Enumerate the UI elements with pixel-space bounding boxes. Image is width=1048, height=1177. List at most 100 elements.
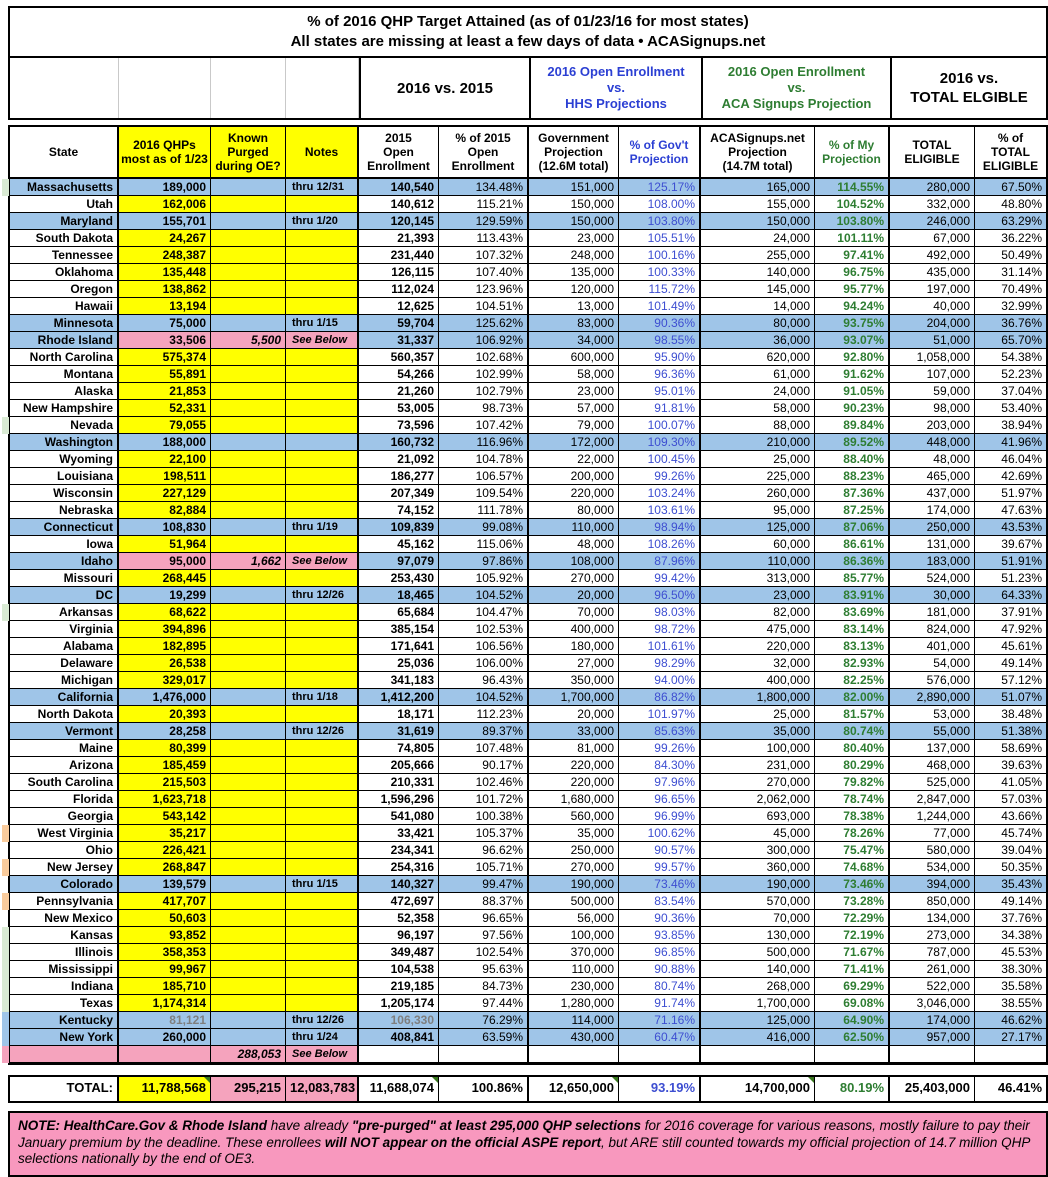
table-row: Florida 1,623,718 1,596,296 101.72% 1,680,00… — [10, 791, 1046, 808]
state-cell: West Virginia — [10, 825, 119, 841]
table-row: Virginia 394,896 385,154 102.53% 400,000 98.7… — [10, 621, 1046, 638]
pct-total-eligible-cell: 46.04% — [1001, 452, 1042, 466]
pct-my-projection-cell: 87.06% — [815, 519, 890, 535]
row-edge-marker — [2, 961, 9, 978]
gov-projection-cell: 230,000 — [529, 978, 619, 994]
known-purged-cell — [211, 536, 286, 552]
total-eligible-cell: 525,000 — [890, 774, 975, 790]
pct-my-projection-cell: 73.28% — [815, 893, 890, 909]
table-row: New Jersey 268,847 254,316 105.71% 270,000 99… — [10, 859, 1046, 876]
aca-projection-cell: 313,000 — [701, 570, 815, 586]
qhp-2016-cell: 51,964 — [119, 536, 211, 552]
total-eligible-cell: 246,000 — [890, 213, 975, 229]
qhp-2016-cell: 260,000 — [119, 1029, 211, 1045]
pct-of-2015-cell: 90.17% — [439, 757, 529, 773]
pct-total-eligible-cell: 57.03% — [1001, 792, 1042, 806]
total-eligible-cell: 77,000 — [890, 825, 975, 841]
known-purged-cell — [211, 774, 286, 790]
oe-2015-cell: 1,412,200 — [359, 689, 439, 705]
notes-cell — [286, 995, 359, 1011]
notes-cell — [286, 893, 359, 909]
state-cell: South Dakota — [10, 230, 119, 246]
pct-gov-projection-cell: 98.72% — [619, 621, 701, 637]
notes-cell — [286, 944, 359, 960]
pct-gov-projection-cell: 95.90% — [619, 349, 701, 365]
pct-of-2015-cell: 96.65% — [439, 910, 529, 926]
table-row: Hawaii 13,194 12,625 104.51% 13,000 101.49% 14… — [10, 298, 1046, 315]
notes-cell — [286, 808, 359, 824]
state-cell: Wyoming — [10, 451, 119, 467]
known-purged-cell — [211, 1012, 286, 1028]
known-purged-cell — [211, 604, 286, 620]
pct-gov-projection-cell: 96.99% — [619, 808, 701, 824]
pct-gov-projection-cell: 103.24% — [619, 485, 701, 501]
pct-of-2015-cell: 96.62% — [439, 842, 529, 858]
aca-projection-cell: 260,000 — [701, 485, 815, 501]
pct-total-eligible-cell: 38.30% — [1001, 962, 1042, 976]
pct-of-2015-cell: 106.57% — [439, 468, 529, 484]
notes-cell — [286, 859, 359, 875]
table-row: Massachusetts 189,000 thru 12/31 140,540 134… — [10, 179, 1046, 196]
pct-gov-projection-cell: 99.57% — [619, 859, 701, 875]
qhp-2016-cell: 13,194 — [119, 298, 211, 314]
aca-projection-cell: 255,000 — [701, 247, 815, 263]
aca-projection-cell: 130,000 — [701, 927, 815, 943]
known-purged-cell — [211, 400, 286, 416]
known-purged-cell — [211, 230, 286, 246]
row-edge-marker — [2, 978, 9, 995]
pct-of-2015-cell: 105.37% — [439, 825, 529, 841]
total-eligible-cell: 824,000 — [890, 621, 975, 637]
aca-projection-cell: 150,000 — [701, 213, 815, 229]
pct-my-projection-cell: 86.61% — [815, 536, 890, 552]
aca-projection-cell: 155,000 — [701, 196, 815, 212]
oe-2015-cell: 472,697 — [359, 893, 439, 909]
total-oe-2015-cell: 11,688,074 — [359, 1077, 439, 1101]
pct-of-2015-cell: 104.78% — [439, 451, 529, 467]
state-cell: Vermont — [10, 723, 119, 739]
gov-projection-cell: 270,000 — [529, 859, 619, 875]
gov-projection-cell: 560,000 — [529, 808, 619, 824]
pct-my-projection-cell: 78.26% — [815, 825, 890, 841]
gov-projection-cell: 22,000 — [529, 451, 619, 467]
pct-my-projection-cell: 75.47% — [815, 842, 890, 858]
pct-my-projection-cell: 83.13% — [815, 638, 890, 654]
pct-gov-projection-cell: 98.03% — [619, 604, 701, 620]
table-row: Michigan 329,017 341,183 96.43% 350,000 94.00… — [10, 672, 1046, 689]
pct-gov-projection-cell: 98.94% — [619, 519, 701, 535]
row-edge-marker — [2, 825, 9, 842]
oe-2015-cell: 408,841 — [359, 1029, 439, 1045]
oe-2015-cell: 21,260 — [359, 383, 439, 399]
footnote-segment: have already — [267, 1118, 352, 1133]
pct-of-2015-cell: 97.56% — [439, 927, 529, 943]
pct-total-eligible-cell: 52.23% — [1001, 367, 1042, 381]
qhp-2016-cell: 33,506 — [119, 332, 211, 348]
gov-projection-cell: 56,000 — [529, 910, 619, 926]
total-eligible-cell: 67,000 — [890, 230, 975, 246]
oe-2015-cell: 1,205,174 — [359, 995, 439, 1011]
notes-cell: thru 1/20 — [286, 213, 359, 229]
state-cell: Connecticut — [10, 519, 119, 535]
pct-of-2015-cell: 104.51% — [439, 298, 529, 314]
table-row: Maine 80,399 74,805 107.48% 81,000 99.26% 100,… — [10, 740, 1046, 757]
aca-projection-cell: 620,000 — [701, 349, 815, 365]
data-table-body: Massachusetts 189,000 thru 12/31 140,540 134… — [2, 177, 1048, 1065]
row-edge-marker — [2, 944, 9, 961]
aca-projection-cell: 100,000 — [701, 740, 815, 756]
state-cell: New York — [10, 1029, 119, 1045]
pct-of-2015-cell: 111.78% — [439, 502, 529, 518]
pct-of-2015-cell: 123.96% — [439, 281, 529, 297]
qhp-2016-cell: 268,445 — [119, 570, 211, 586]
qhp-2016-cell: 1,623,718 — [119, 791, 211, 807]
state-cell: Illinois — [10, 944, 119, 960]
qhp-2016-cell: 575,374 — [119, 349, 211, 365]
oe-2015-cell: 126,115 — [359, 264, 439, 280]
pct-total-eligible-cell: 36.76% — [975, 315, 1046, 331]
pct-gov-projection-cell: 80.74% — [619, 978, 701, 994]
pct-gov-projection-cell: 115.72% — [619, 281, 701, 297]
table-row: New York 260,000 thru 1/24 408,841 63.59% 430… — [10, 1029, 1046, 1046]
pct-gov-projection-cell: 100.45% — [619, 451, 701, 467]
pct-total-eligible-cell: 42.69% — [1001, 469, 1042, 483]
column-header-pct-govt-projection: % of Gov't Projection — [619, 127, 701, 177]
qhp-2016-cell: 155,701 — [119, 213, 211, 229]
state-cell: California — [10, 689, 119, 705]
